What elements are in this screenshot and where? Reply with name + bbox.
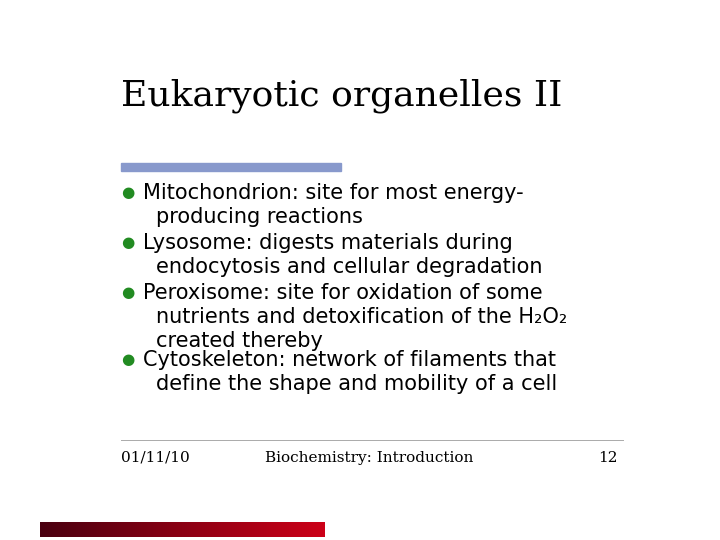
- Text: created thereby: created thereby: [156, 332, 323, 352]
- Text: 12: 12: [598, 451, 617, 465]
- Text: Cytoskeleton: network of filaments that: Cytoskeleton: network of filaments that: [143, 349, 556, 369]
- Text: 01/11/10: 01/11/10: [121, 451, 189, 465]
- Text: ●: ●: [121, 352, 134, 367]
- Text: define the shape and mobility of a cell: define the shape and mobility of a cell: [156, 374, 557, 394]
- Bar: [121, 163, 341, 171]
- Text: Mitochondrion: site for most energy-: Mitochondrion: site for most energy-: [143, 183, 523, 203]
- Text: Biochemistry: Introduction: Biochemistry: Introduction: [265, 451, 473, 465]
- Text: Eukaryotic organelles II: Eukaryotic organelles II: [121, 78, 562, 113]
- Text: producing reactions: producing reactions: [156, 207, 363, 227]
- Text: ●: ●: [121, 235, 134, 250]
- Text: Lysosome: digests materials during: Lysosome: digests materials during: [143, 233, 513, 253]
- Text: ●: ●: [121, 185, 134, 200]
- Text: nutrients and detoxification of the H₂O₂: nutrients and detoxification of the H₂O₂: [156, 307, 567, 327]
- Text: endocytosis and cellular degradation: endocytosis and cellular degradation: [156, 258, 542, 278]
- Text: Peroxisome: site for oxidation of some: Peroxisome: site for oxidation of some: [143, 283, 543, 303]
- Text: ●: ●: [121, 285, 134, 300]
